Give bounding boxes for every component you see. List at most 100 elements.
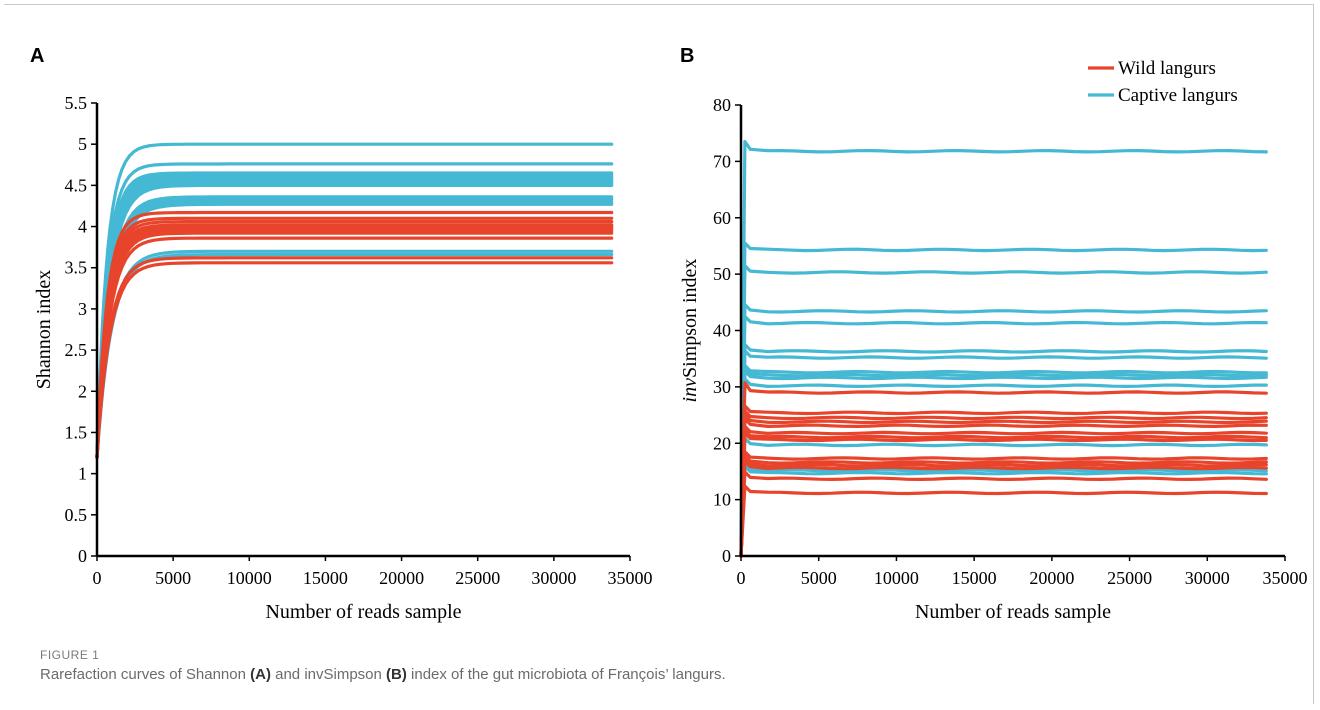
y-tick-label: 4.5 [65, 175, 88, 195]
wild-series-line [739, 450, 1268, 558]
x-tick-label: 15000 [952, 568, 997, 588]
y-tick-label: 2 [78, 381, 87, 401]
caption-text: and invSimpson [270, 666, 387, 683]
wild-series-line [739, 409, 1268, 558]
captive-series-line [95, 200, 614, 459]
captive-series-line [739, 314, 1268, 558]
captive-series-line [95, 171, 614, 459]
captive-series-line [739, 303, 1268, 558]
wild-series-line [739, 459, 1268, 558]
x-tick-label: 35000 [608, 568, 653, 588]
wild-series-line [739, 456, 1268, 558]
wild-series-line [95, 256, 614, 459]
y-tick-label: 5 [78, 134, 87, 154]
panel-b: B 0 5000 10000 15000 20000 25000 30000 35000 0 10 2… [679, 45, 1308, 623]
captive-series-line [95, 252, 614, 459]
y-tick-label: 4 [78, 217, 87, 237]
y-tick-label: 5.5 [65, 93, 88, 113]
y-tick-label: 80 [713, 95, 731, 115]
legend: Wild langurs Captive langurs [1088, 58, 1238, 106]
y-tick-label: 60 [713, 208, 731, 228]
wild-series-line [95, 224, 614, 459]
captive-series-line [739, 377, 1268, 558]
wild-series-line [95, 236, 614, 459]
y-axis-title: Shannon index [33, 270, 55, 389]
wild-series-line [739, 484, 1268, 558]
panel-letter: A [30, 45, 44, 67]
x-tick-label: 35000 [1263, 568, 1308, 588]
wild-series-line [95, 210, 614, 459]
y-tick-label: 40 [713, 321, 731, 341]
captive-series-line [739, 461, 1268, 558]
wild-series-line [739, 381, 1268, 558]
captive-series-line [739, 241, 1268, 558]
captive-series-line [739, 264, 1268, 558]
y-tick-label: 10 [713, 490, 731, 510]
series-lines [95, 142, 614, 459]
x-tick-label: 5000 [801, 568, 837, 588]
x-tick-label: 20000 [379, 568, 424, 588]
captive-series-line [95, 195, 614, 459]
wild-series-line [95, 231, 614, 459]
captive-series-line [739, 464, 1268, 558]
wild-series-line [739, 424, 1268, 558]
wild-series-line [739, 470, 1268, 558]
captive-series-line [739, 369, 1268, 558]
captive-series-line [739, 363, 1268, 558]
captive-series-line [95, 142, 614, 459]
y-axis-title-italic: inv [679, 378, 701, 403]
x-tick-label: 30000 [1185, 568, 1230, 588]
caption-text: index of the gut microbiota of François’… [406, 666, 726, 683]
captive-series-line [739, 349, 1268, 558]
y-tick-label: 1 [78, 464, 87, 484]
x-tick-label: 20000 [1029, 568, 1074, 588]
y-axis-title: invSimpson index [679, 259, 701, 403]
legend-label-wild: Wild langurs [1118, 58, 1216, 79]
y-tick-label: 30 [713, 377, 731, 397]
figure-frame [4, 4, 1314, 704]
wild-series-line [739, 454, 1268, 558]
x-tick-label: 15000 [303, 568, 348, 588]
captive-series-line [95, 202, 614, 459]
x-tick-label: 0 [737, 568, 746, 588]
wild-series-line [739, 413, 1268, 558]
wild-series-line [95, 261, 614, 459]
caption-block: FIGURE 1 Rarefaction curves of Shannon (… [40, 648, 1300, 683]
y-tick-label: 20 [713, 433, 731, 453]
x-axis-title: Number of reads sample [265, 601, 461, 623]
x-tick-label: 0 [93, 568, 102, 588]
y-tick-label: 1.5 [65, 422, 88, 442]
x-tick-label: 5000 [155, 568, 191, 588]
captive-series-line [95, 162, 614, 459]
y-tick-label: 50 [713, 264, 731, 284]
caption-panel-ref: (A) [250, 666, 271, 683]
captive-series-line [739, 343, 1268, 558]
wild-series-line [739, 417, 1268, 558]
caption-text: Rarefaction curves of Shannon [40, 666, 251, 683]
captive-series-line [739, 140, 1268, 558]
y-tick-label: 3.5 [65, 258, 88, 278]
series-lines [739, 140, 1268, 558]
x-tick-label: 10000 [874, 568, 919, 588]
x-tick-label: 10000 [227, 568, 272, 588]
figure-chart: A0 5000 10000 15000 20000 25000 30000 3500000.5… [30, 45, 1308, 623]
caption-panel-ref: (B) [386, 666, 407, 683]
legend-label-captive: Captive langurs [1118, 85, 1238, 106]
y-tick-label: 70 [713, 151, 731, 171]
figure-label: FIGURE 1 [40, 648, 100, 662]
y-axis-title-rest: Simpson index [679, 259, 701, 378]
captive-series-line [739, 366, 1268, 558]
captive-series-line [95, 249, 614, 459]
captive-series-line [739, 436, 1268, 558]
y-tick-label: 0 [722, 546, 731, 566]
wild-series-line [739, 428, 1268, 558]
y-tick-label: 2.5 [65, 340, 88, 360]
x-tick-label: 25000 [455, 568, 500, 588]
x-tick-label: 30000 [531, 568, 576, 588]
x-axis-title: Number of reads sample [915, 601, 1111, 623]
wild-series-line [739, 404, 1268, 558]
panel-letter: B [680, 45, 694, 67]
y-tick-label: 3 [78, 299, 87, 319]
y-tick-label: 0.5 [65, 505, 88, 525]
wild-series-line [739, 431, 1268, 558]
